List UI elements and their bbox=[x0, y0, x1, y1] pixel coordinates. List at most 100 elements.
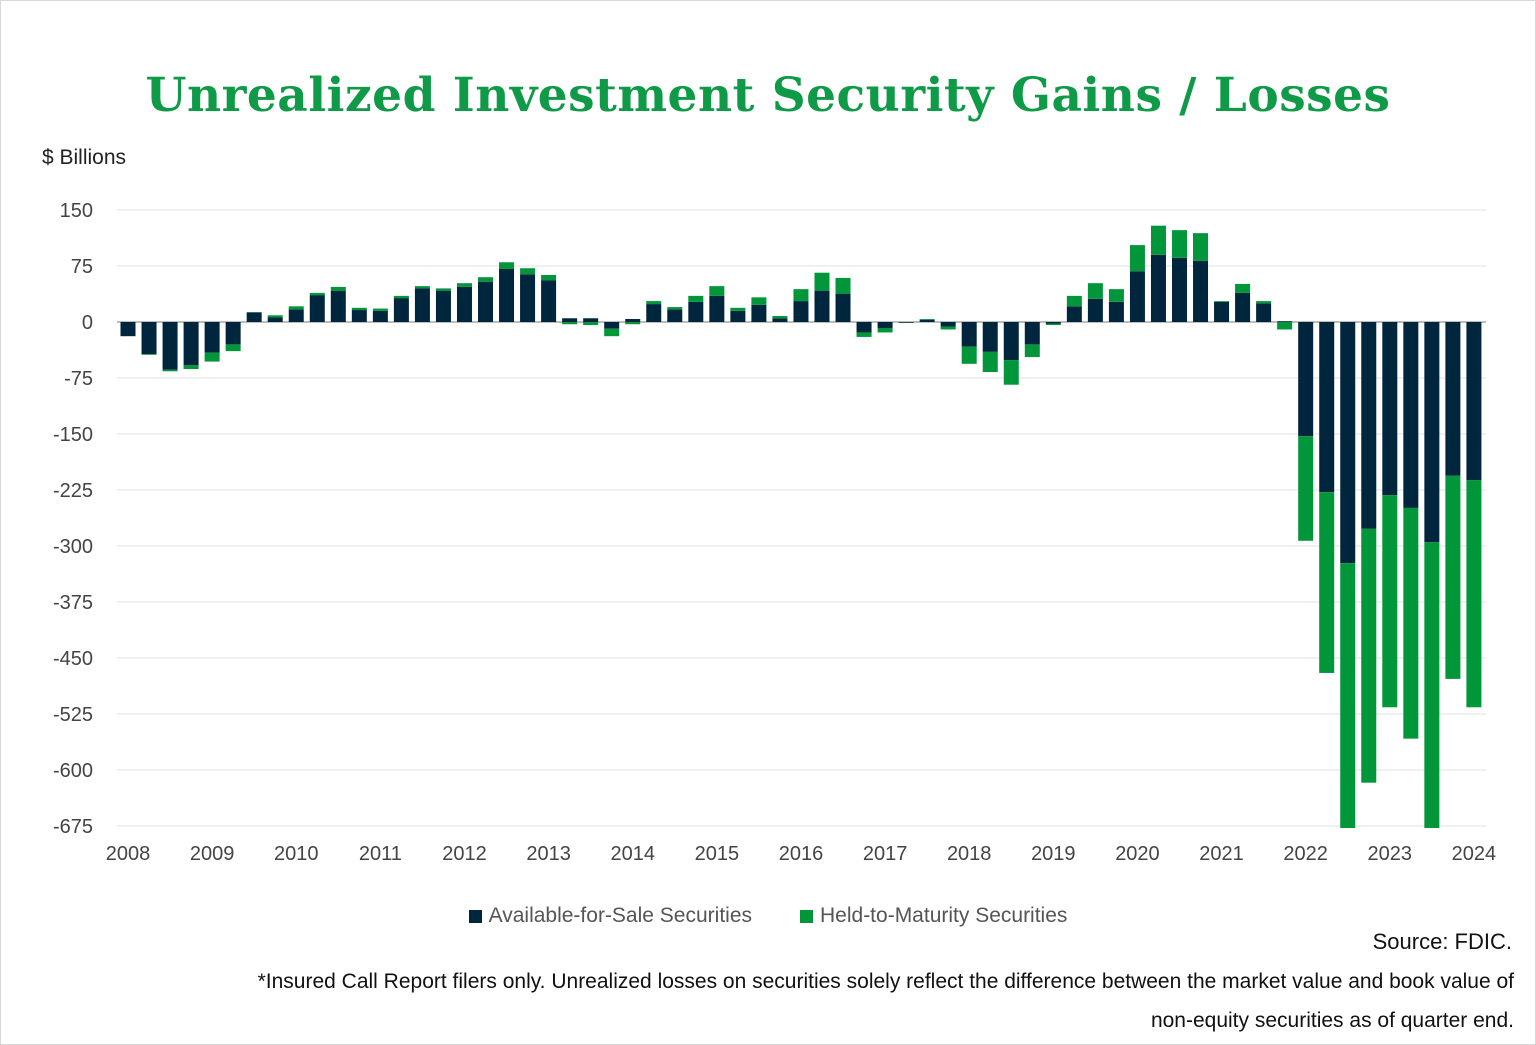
bar-htm bbox=[309, 292, 325, 296]
bar-htm bbox=[1256, 301, 1272, 304]
bar-afs bbox=[730, 310, 746, 322]
bar-htm bbox=[814, 272, 830, 291]
bar-htm bbox=[604, 328, 620, 337]
bar-afs bbox=[562, 318, 578, 322]
bar-afs bbox=[309, 295, 325, 322]
bar-htm bbox=[204, 352, 220, 362]
bar-afs bbox=[1319, 322, 1335, 493]
x-tick-label: 2015 bbox=[695, 843, 740, 865]
bar-htm bbox=[1214, 301, 1230, 302]
bar-htm bbox=[456, 283, 472, 287]
x-tick-label: 2014 bbox=[610, 843, 655, 865]
y-axis-label: $ Billions bbox=[42, 146, 127, 169]
bar-afs bbox=[204, 322, 220, 353]
x-tick-label: 2011 bbox=[359, 843, 402, 865]
bar-afs bbox=[499, 268, 515, 322]
y-tick-label: -600 bbox=[53, 760, 93, 782]
bar-afs bbox=[1445, 322, 1461, 476]
bar-afs bbox=[141, 322, 157, 355]
bar-htm bbox=[1003, 360, 1019, 385]
bar-htm bbox=[1403, 507, 1419, 739]
bar-afs bbox=[1235, 292, 1251, 322]
bar-afs bbox=[1466, 322, 1482, 481]
bar-htm bbox=[1045, 323, 1061, 325]
bar-htm bbox=[856, 332, 872, 337]
bar-htm bbox=[141, 354, 157, 355]
bar-htm bbox=[1129, 245, 1145, 272]
bar-afs bbox=[225, 322, 241, 345]
bar-afs bbox=[940, 322, 956, 327]
bar-afs bbox=[478, 281, 494, 322]
bar-htm bbox=[1087, 283, 1103, 299]
bar-afs bbox=[793, 301, 809, 322]
bar-afs bbox=[1340, 322, 1356, 564]
bar-afs bbox=[183, 322, 199, 366]
bar-afs bbox=[456, 286, 472, 322]
bar-afs bbox=[1403, 322, 1419, 508]
bar-htm bbox=[267, 315, 283, 318]
bar-afs bbox=[1424, 322, 1440, 543]
y-tick-label: -450 bbox=[53, 648, 93, 670]
bar-afs bbox=[856, 322, 872, 333]
bar-afs bbox=[1214, 301, 1230, 322]
x-tick-label: 2022 bbox=[1283, 843, 1328, 865]
x-tick-label: 2008 bbox=[106, 843, 151, 865]
y-tick-label: -225 bbox=[53, 480, 93, 502]
bar-afs bbox=[1087, 298, 1103, 322]
bar-afs bbox=[1003, 322, 1019, 361]
bar-htm bbox=[793, 289, 809, 302]
x-tick-label: 2023 bbox=[1368, 843, 1413, 865]
bar-afs bbox=[1150, 254, 1166, 322]
bar-htm bbox=[1424, 542, 1440, 828]
x-tick-label: 2013 bbox=[526, 843, 571, 865]
bar-htm bbox=[1193, 233, 1209, 261]
bar-htm bbox=[1466, 480, 1482, 708]
bar-htm bbox=[709, 286, 725, 296]
y-tick-label: -675 bbox=[53, 816, 93, 838]
bar-htm bbox=[1340, 563, 1356, 828]
y-tick-label: -375 bbox=[53, 592, 93, 614]
bar-afs bbox=[1108, 301, 1124, 322]
bar-htm bbox=[435, 288, 451, 291]
bar-afs bbox=[688, 301, 704, 322]
x-tick-label: 2019 bbox=[1031, 843, 1076, 865]
x-tick-label: 2020 bbox=[1115, 843, 1160, 865]
bar-afs bbox=[604, 322, 620, 329]
bar-afs bbox=[435, 290, 451, 322]
bar-htm bbox=[1172, 230, 1187, 258]
bar-htm bbox=[541, 274, 557, 281]
bar-htm bbox=[625, 322, 641, 325]
bar-htm bbox=[520, 268, 536, 275]
bar-htm bbox=[183, 365, 199, 370]
x-tick-label: 2018 bbox=[947, 843, 992, 865]
x-tick-label: 2021 bbox=[1199, 843, 1244, 865]
legend: Available-for-Sale Securities Held-to-Ma… bbox=[0, 904, 1536, 928]
bar-htm bbox=[330, 286, 346, 291]
bar-afs bbox=[1172, 257, 1187, 322]
bar-htm bbox=[1150, 225, 1166, 255]
bar-htm bbox=[1277, 322, 1293, 330]
bar-afs bbox=[330, 290, 346, 322]
bar-afs bbox=[1298, 322, 1314, 437]
bar-htm bbox=[919, 319, 935, 320]
legend-swatch-htm bbox=[800, 909, 813, 923]
bar-afs bbox=[772, 318, 788, 322]
bar-afs bbox=[520, 274, 536, 322]
bar-afs bbox=[814, 290, 830, 322]
bar-afs bbox=[267, 317, 283, 322]
bar-htm bbox=[667, 307, 683, 310]
bar-htm bbox=[562, 322, 578, 325]
footnote-line-1: *Insured Call Report filers only. Unreal… bbox=[257, 970, 1514, 993]
bar-htm bbox=[751, 297, 767, 305]
bar-afs bbox=[1277, 321, 1293, 322]
bar-htm bbox=[688, 295, 704, 302]
bar-afs bbox=[351, 310, 367, 322]
bar-afs bbox=[646, 304, 662, 322]
bar-afs bbox=[372, 310, 388, 322]
footnote: *Insured Call Report filers only. Unreal… bbox=[94, 962, 1514, 1040]
bar-htm bbox=[646, 301, 662, 305]
bar-htm bbox=[940, 326, 956, 330]
bar-htm bbox=[372, 308, 388, 311]
x-tick-label: 2024 bbox=[1452, 843, 1497, 865]
